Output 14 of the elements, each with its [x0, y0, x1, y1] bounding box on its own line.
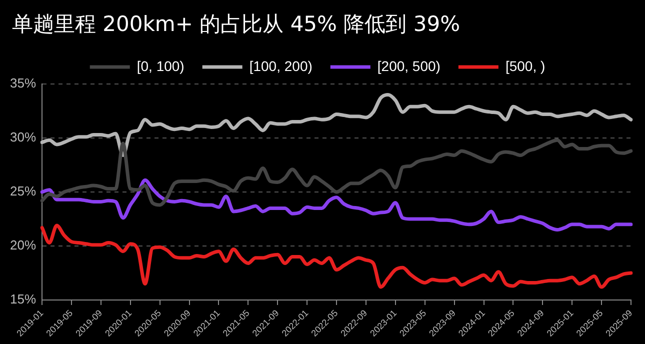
legend-label: [0, 100) [136, 58, 184, 74]
y-tick-label: 20% [10, 238, 36, 253]
legend-label: [500, ) [505, 58, 546, 74]
line-series [40, 138, 633, 207]
line-series [40, 224, 633, 289]
y-tick-label: 15% [10, 292, 36, 307]
y-tick-label: 35% [10, 76, 36, 91]
y-tick-label: 25% [10, 184, 36, 199]
legend-label: [100, 200) [249, 58, 312, 74]
y-tick-label: 30% [10, 130, 36, 145]
line-series [40, 178, 633, 232]
chart-title: 单趟里程 200km+ 的占比从 45% 降低到 39% [11, 11, 462, 38]
line-series [40, 93, 633, 158]
legend-label: [200, 500) [377, 58, 440, 74]
